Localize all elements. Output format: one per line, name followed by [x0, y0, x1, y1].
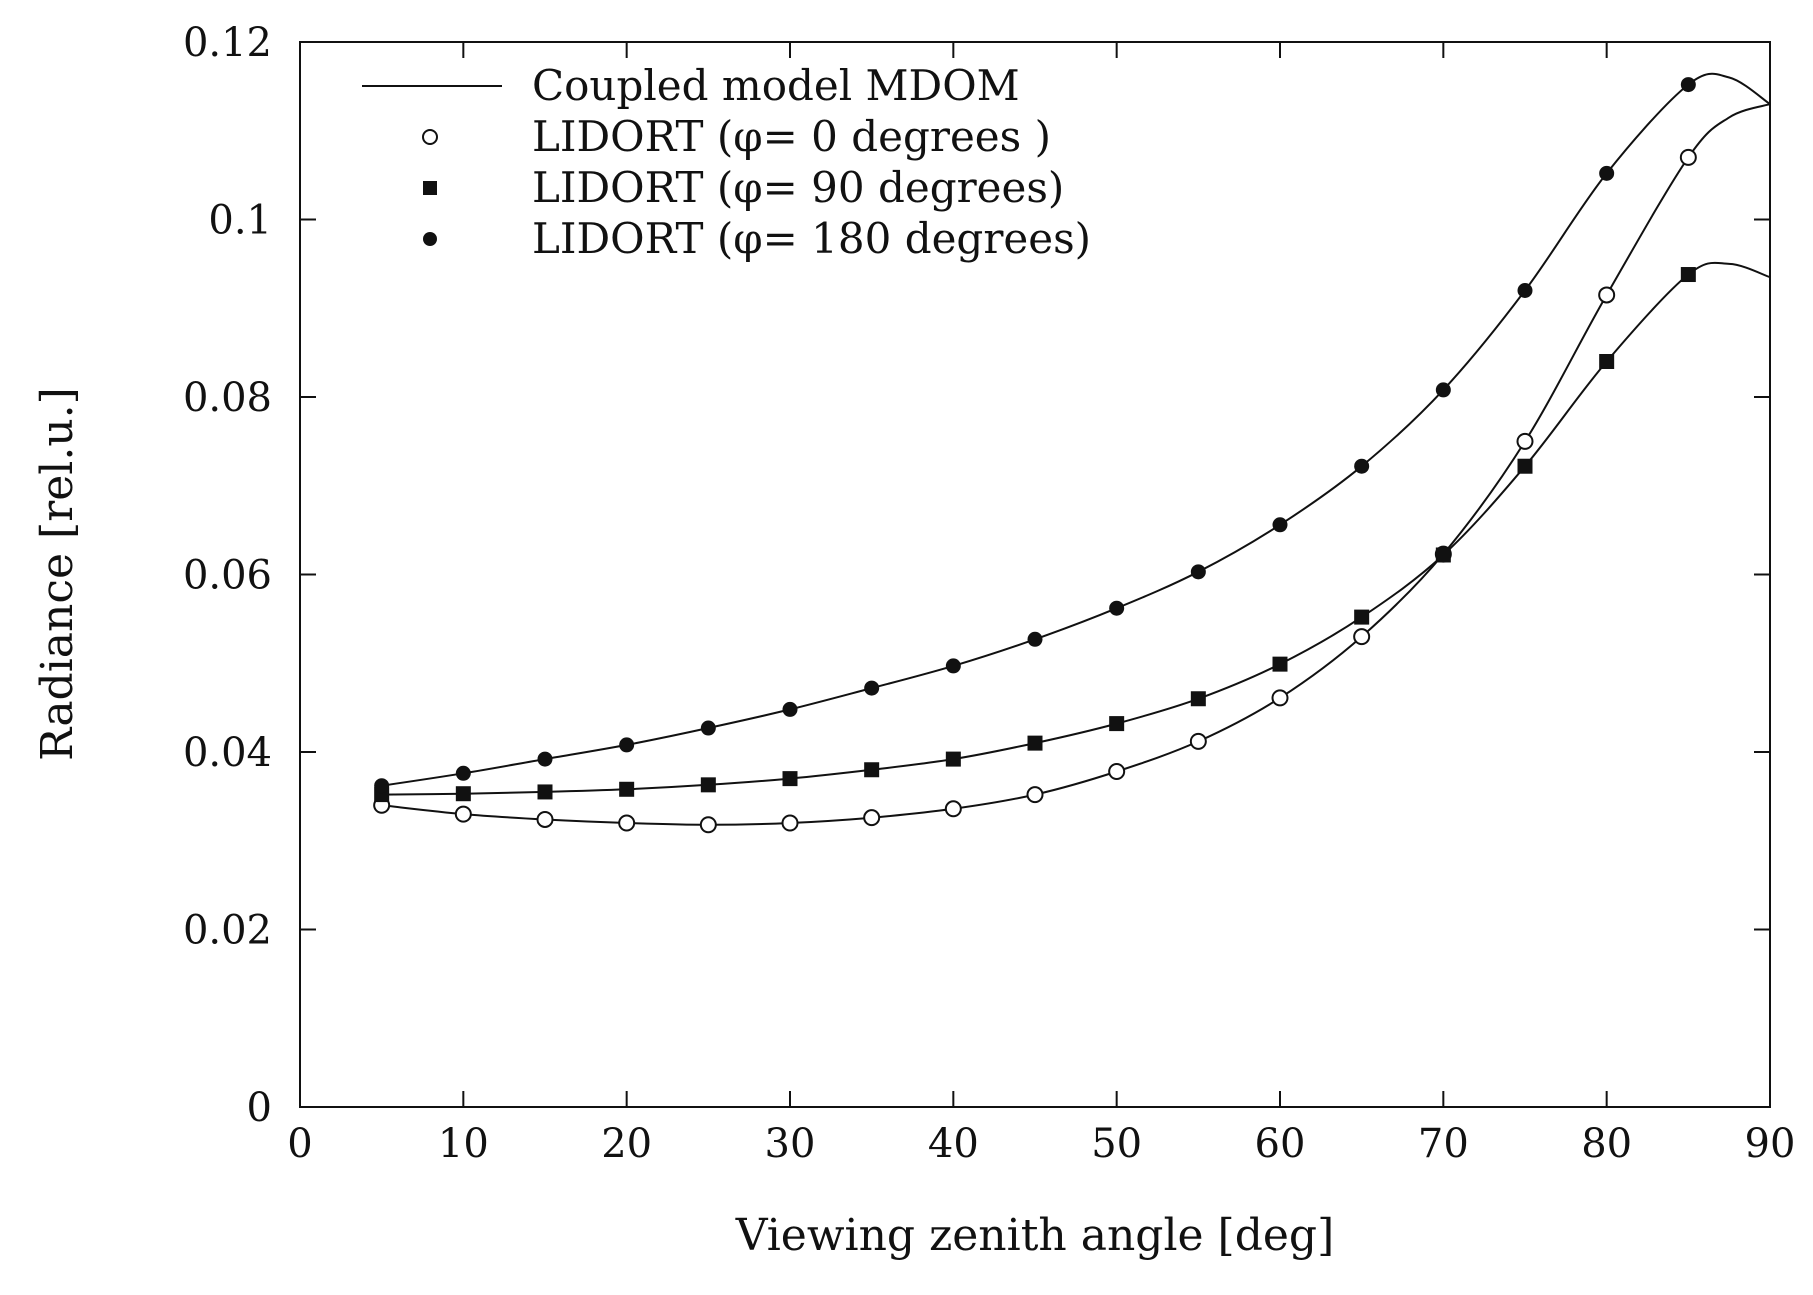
- x-tick-label: 20: [601, 1121, 652, 1167]
- y-tick-label: 0.1: [208, 198, 272, 244]
- marker-filled-square: [1109, 716, 1125, 732]
- marker-open-circle: [1189, 732, 1207, 750]
- y-tick-label: 0.08: [183, 375, 272, 421]
- marker-filled-square: [1027, 735, 1043, 751]
- x-tick-label: 10: [438, 1121, 489, 1167]
- marker-open-circle: [1516, 432, 1534, 450]
- marker-filled-square: [1680, 267, 1696, 283]
- marker-filled-circle: [537, 751, 553, 767]
- marker-filled-circle: [1109, 600, 1125, 616]
- marker-filled-circle: [455, 765, 471, 781]
- y-tick-labels: 0 0.02 0.04 0.06 0.08 0.1 0.12: [183, 20, 272, 1131]
- axis-ticks: [299, 41, 1771, 1108]
- marker-filled-square: [864, 762, 880, 778]
- legend-label-phi-0: LIDORT (φ= 0 degrees ): [532, 112, 1051, 161]
- y-tick-label: 0.06: [183, 553, 272, 599]
- marker-open-circle: [699, 816, 717, 834]
- marker-filled-circle: [1517, 283, 1533, 298]
- x-tick-label: 0: [287, 1121, 312, 1167]
- marker-filled-circle: [619, 737, 635, 753]
- legend-label-phi-180: LIDORT (φ= 180 degrees): [532, 214, 1091, 263]
- y-tick-label: 0.04: [183, 730, 272, 776]
- marker-open-circle: [944, 800, 962, 818]
- legend-filled-circle-symbol: [423, 232, 437, 246]
- y-tick-label: 0.02: [183, 908, 272, 954]
- marker-filled-circle: [1435, 382, 1451, 398]
- marker-filled-square: [782, 771, 798, 787]
- marker-open-circle: [1026, 786, 1044, 804]
- marker-filled-square: [537, 784, 553, 800]
- marker-filled-square: [1190, 691, 1206, 707]
- marker-open-circle: [1679, 148, 1697, 166]
- y-axis-title: Radiance [rel.u.]: [32, 387, 83, 761]
- x-axis-title: Viewing zenith angle [deg]: [735, 1210, 1335, 1261]
- marker-open-circle: [1353, 628, 1371, 646]
- y-tick-label: 0.12: [183, 20, 272, 66]
- legend-label-phi-90: LIDORT (φ= 90 degrees): [532, 163, 1064, 212]
- marker-filled-circle: [1680, 77, 1696, 93]
- x-tick-label: 60: [1255, 1121, 1306, 1167]
- y-tick-label: 0: [247, 1085, 272, 1131]
- x-tick-label: 80: [1581, 1121, 1632, 1167]
- lidort-markers: [373, 77, 1697, 834]
- marker-open-circle: [1271, 689, 1289, 707]
- marker-open-circle: [1108, 763, 1126, 781]
- mdom-curve-0: [381, 103, 1771, 826]
- marker-open-circle: [536, 810, 554, 828]
- legend-open-circle-symbol: [422, 129, 438, 145]
- marker-filled-circle: [1599, 165, 1615, 181]
- x-tick-label: 70: [1418, 1121, 1469, 1167]
- legend-filled-square-symbol: [423, 181, 437, 195]
- marker-filled-circle: [374, 778, 390, 794]
- marker-filled-square: [619, 781, 635, 797]
- marker-filled-circle: [1190, 564, 1206, 580]
- x-tick-label: 30: [765, 1121, 816, 1167]
- x-tick-labels: 0 10 20 30 40 50 60 70 80 90: [287, 1121, 1795, 1167]
- marker-filled-square: [1599, 354, 1615, 369]
- marker-filled-square: [1272, 656, 1288, 672]
- marker-filled-square: [700, 777, 716, 793]
- marker-filled-square: [1435, 547, 1451, 563]
- marker-filled-square: [945, 751, 961, 767]
- legend: Coupled model MDOM LIDORT (φ= 0 degrees …: [362, 61, 1091, 263]
- marker-filled-circle: [945, 658, 961, 674]
- marker-open-circle: [454, 805, 472, 823]
- marker-filled-square: [1517, 458, 1533, 474]
- marker-filled-circle: [1354, 458, 1370, 474]
- x-tick-label: 50: [1091, 1121, 1142, 1167]
- marker-open-circle: [863, 809, 881, 827]
- marker-filled-circle: [782, 701, 798, 717]
- marker-filled-circle: [1027, 631, 1043, 647]
- marker-filled-circle: [1272, 517, 1288, 533]
- marker-filled-circle: [864, 680, 880, 696]
- marker-filled-circle: [700, 720, 716, 736]
- x-tick-label: 90: [1745, 1121, 1796, 1167]
- marker-filled-square: [455, 786, 471, 802]
- legend-label-mdom: Coupled model MDOM: [532, 61, 1020, 110]
- marker-open-circle: [1598, 286, 1616, 304]
- marker-open-circle: [618, 814, 636, 832]
- marker-open-circle: [781, 814, 799, 832]
- x-tick-label: 40: [928, 1121, 979, 1167]
- marker-filled-square: [1354, 609, 1370, 625]
- mdom-curve-1: [381, 261, 1771, 796]
